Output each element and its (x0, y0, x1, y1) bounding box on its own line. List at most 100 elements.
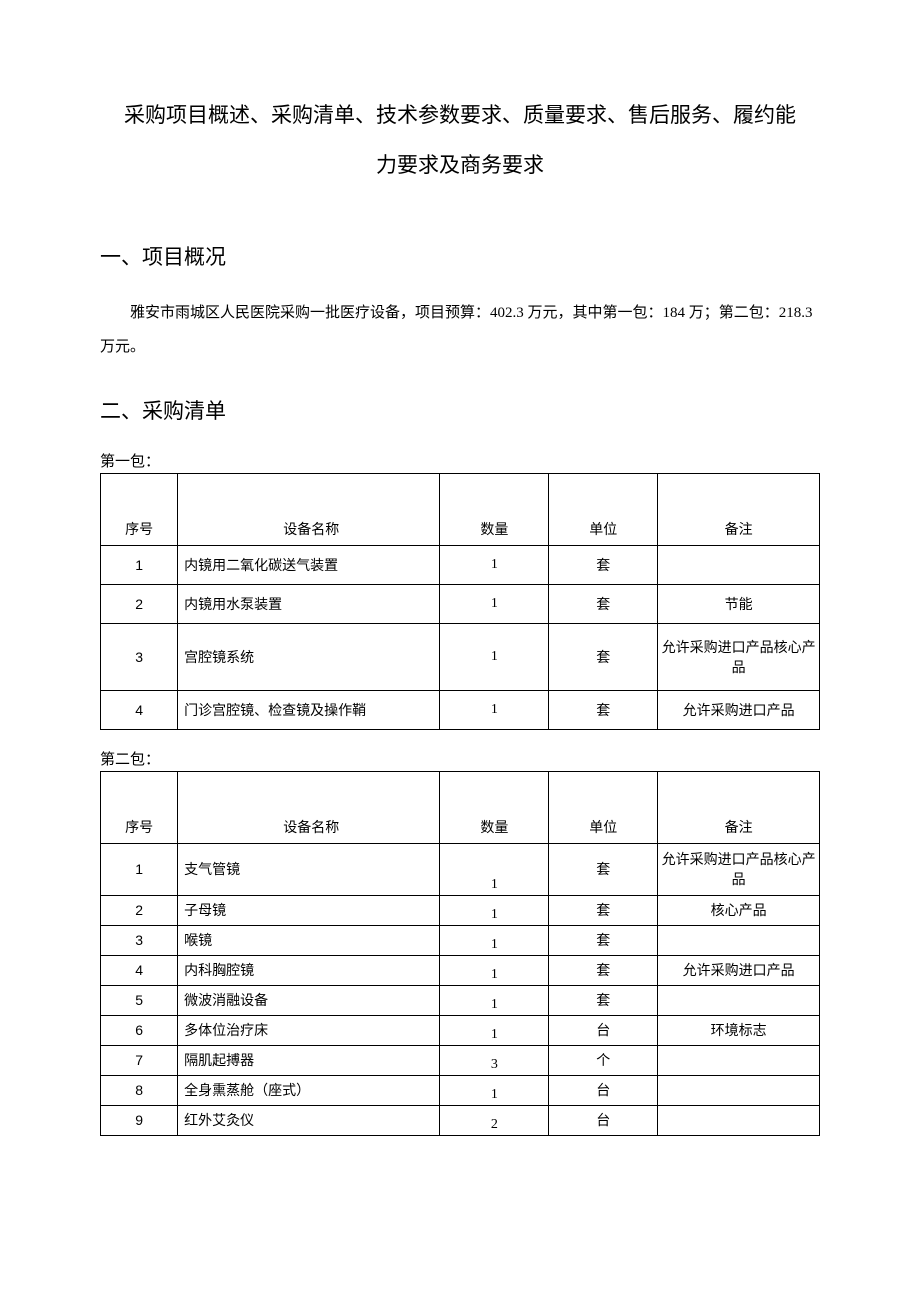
cell-seq: 9 (101, 1105, 178, 1135)
table-row: 7隔肌起搏器3个 (101, 1045, 820, 1075)
table-row: 4内科胸腔镜1套允许采购进口产品 (101, 955, 820, 985)
cell-seq: 4 (101, 690, 178, 729)
cell-seq: 1 (101, 843, 178, 895)
cell-seq: 6 (101, 1015, 178, 1045)
table-row: 1支气管镜1套允许采购进口产品核心产品 (101, 843, 820, 895)
cell-qty: 2 (440, 1105, 549, 1135)
col-header-name: 设备名称 (178, 473, 440, 545)
cell-seq: 2 (101, 584, 178, 623)
table-row: 2内镜用水泵装置1套节能 (101, 584, 820, 623)
cell-note (658, 545, 820, 584)
cell-name: 喉镜 (178, 925, 440, 955)
col-header-note: 备注 (658, 771, 820, 843)
cell-name: 微波消融设备 (178, 985, 440, 1015)
cell-name: 内镜用水泵装置 (178, 584, 440, 623)
cell-seq: 7 (101, 1045, 178, 1075)
cell-note: 允许采购进口产品核心产品 (658, 623, 820, 690)
cell-qty: 1 (440, 895, 549, 925)
section-2-heading: 二、采购清单 (100, 395, 820, 425)
col-header-unit: 单位 (549, 473, 658, 545)
col-header-qty: 数量 (440, 771, 549, 843)
cell-name: 支气管镜 (178, 843, 440, 895)
cell-qty: 1 (440, 1075, 549, 1105)
cell-name: 隔肌起搏器 (178, 1045, 440, 1075)
table-row: 3喉镜1套 (101, 925, 820, 955)
table-row: 8全身熏蒸舱（座式）1台 (101, 1075, 820, 1105)
cell-name: 多体位治疗床 (178, 1015, 440, 1045)
table-row: 4门诊宫腔镜、检查镜及操作鞘1套允许采购进口产品 (101, 690, 820, 729)
table-row: 5微波消融设备1套 (101, 985, 820, 1015)
procurement-table-2: 序号 设备名称 数量 单位 备注 1支气管镜1套允许采购进口产品核心产品2子母镜… (100, 771, 820, 1136)
cell-note (658, 1105, 820, 1135)
main-title: 采购项目概述、采购清单、技术参数要求、质量要求、售后服务、履约能 力要求及商务要… (100, 90, 820, 191)
procurement-table-1: 序号 设备名称 数量 单位 备注 1内镜用二氧化碳送气装置1套2内镜用水泵装置1… (100, 473, 820, 730)
cell-unit: 台 (549, 1075, 658, 1105)
cell-name: 内镜用二氧化碳送气装置 (178, 545, 440, 584)
cell-note: 允许采购进口产品 (658, 690, 820, 729)
cell-name: 内科胸腔镜 (178, 955, 440, 985)
cell-qty: 1 (440, 623, 549, 690)
cell-seq: 5 (101, 985, 178, 1015)
table-1-label: 第一包： (100, 450, 820, 471)
cell-unit: 套 (549, 584, 658, 623)
col-header-name: 设备名称 (178, 771, 440, 843)
section-1-heading: 一、项目概况 (100, 241, 820, 271)
cell-name: 子母镜 (178, 895, 440, 925)
cell-unit: 套 (549, 843, 658, 895)
document-page: 采购项目概述、采购清单、技术参数要求、质量要求、售后服务、履约能 力要求及商务要… (0, 0, 920, 1196)
cell-seq: 3 (101, 623, 178, 690)
cell-seq: 3 (101, 925, 178, 955)
cell-note: 允许采购进口产品核心产品 (658, 843, 820, 895)
cell-qty: 1 (440, 584, 549, 623)
cell-qty: 1 (440, 1015, 549, 1045)
cell-note (658, 1045, 820, 1075)
cell-qty: 1 (440, 955, 549, 985)
table-row: 3宫腔镜系统1套允许采购进口产品核心产品 (101, 623, 820, 690)
cell-name: 红外艾灸仪 (178, 1105, 440, 1135)
table-2-label: 第二包： (100, 748, 820, 769)
cell-name: 宫腔镜系统 (178, 623, 440, 690)
col-header-note: 备注 (658, 473, 820, 545)
cell-note (658, 985, 820, 1015)
title-line-1: 采购项目概述、采购清单、技术参数要求、质量要求、售后服务、履约能 (124, 103, 796, 127)
cell-unit: 套 (549, 985, 658, 1015)
cell-qty: 3 (440, 1045, 549, 1075)
cell-qty: 1 (440, 925, 549, 955)
cell-note: 节能 (658, 584, 820, 623)
cell-unit: 套 (549, 895, 658, 925)
col-header-seq: 序号 (101, 771, 178, 843)
cell-seq: 4 (101, 955, 178, 985)
cell-note (658, 925, 820, 955)
col-header-seq: 序号 (101, 473, 178, 545)
table-header-row: 序号 设备名称 数量 单位 备注 (101, 473, 820, 545)
title-line-2: 力要求及商务要求 (376, 153, 544, 177)
cell-note: 环境标志 (658, 1015, 820, 1045)
table-header-row: 序号 设备名称 数量 单位 备注 (101, 771, 820, 843)
cell-seq: 1 (101, 545, 178, 584)
table-row: 9红外艾灸仪2台 (101, 1105, 820, 1135)
section-1-paragraph: 雅安市雨城区人民医院采购一批医疗设备，项目预算：402.3 万元，其中第一包：1… (100, 296, 820, 365)
table-row: 2子母镜1套核心产品 (101, 895, 820, 925)
cell-unit: 个 (549, 1045, 658, 1075)
cell-name: 全身熏蒸舱（座式） (178, 1075, 440, 1105)
cell-seq: 8 (101, 1075, 178, 1105)
cell-unit: 套 (549, 545, 658, 584)
cell-note: 允许采购进口产品 (658, 955, 820, 985)
cell-unit: 套 (549, 623, 658, 690)
cell-unit: 台 (549, 1105, 658, 1135)
col-header-unit: 单位 (549, 771, 658, 843)
table-row: 1内镜用二氧化碳送气装置1套 (101, 545, 820, 584)
cell-qty: 1 (440, 690, 549, 729)
table-row: 6多体位治疗床1台环境标志 (101, 1015, 820, 1045)
col-header-qty: 数量 (440, 473, 549, 545)
cell-note (658, 1075, 820, 1105)
cell-unit: 套 (549, 690, 658, 729)
cell-unit: 套 (549, 955, 658, 985)
cell-seq: 2 (101, 895, 178, 925)
cell-qty: 1 (440, 985, 549, 1015)
cell-unit: 套 (549, 925, 658, 955)
cell-unit: 台 (549, 1015, 658, 1045)
cell-qty: 1 (440, 545, 549, 584)
cell-name: 门诊宫腔镜、检查镜及操作鞘 (178, 690, 440, 729)
cell-note: 核心产品 (658, 895, 820, 925)
